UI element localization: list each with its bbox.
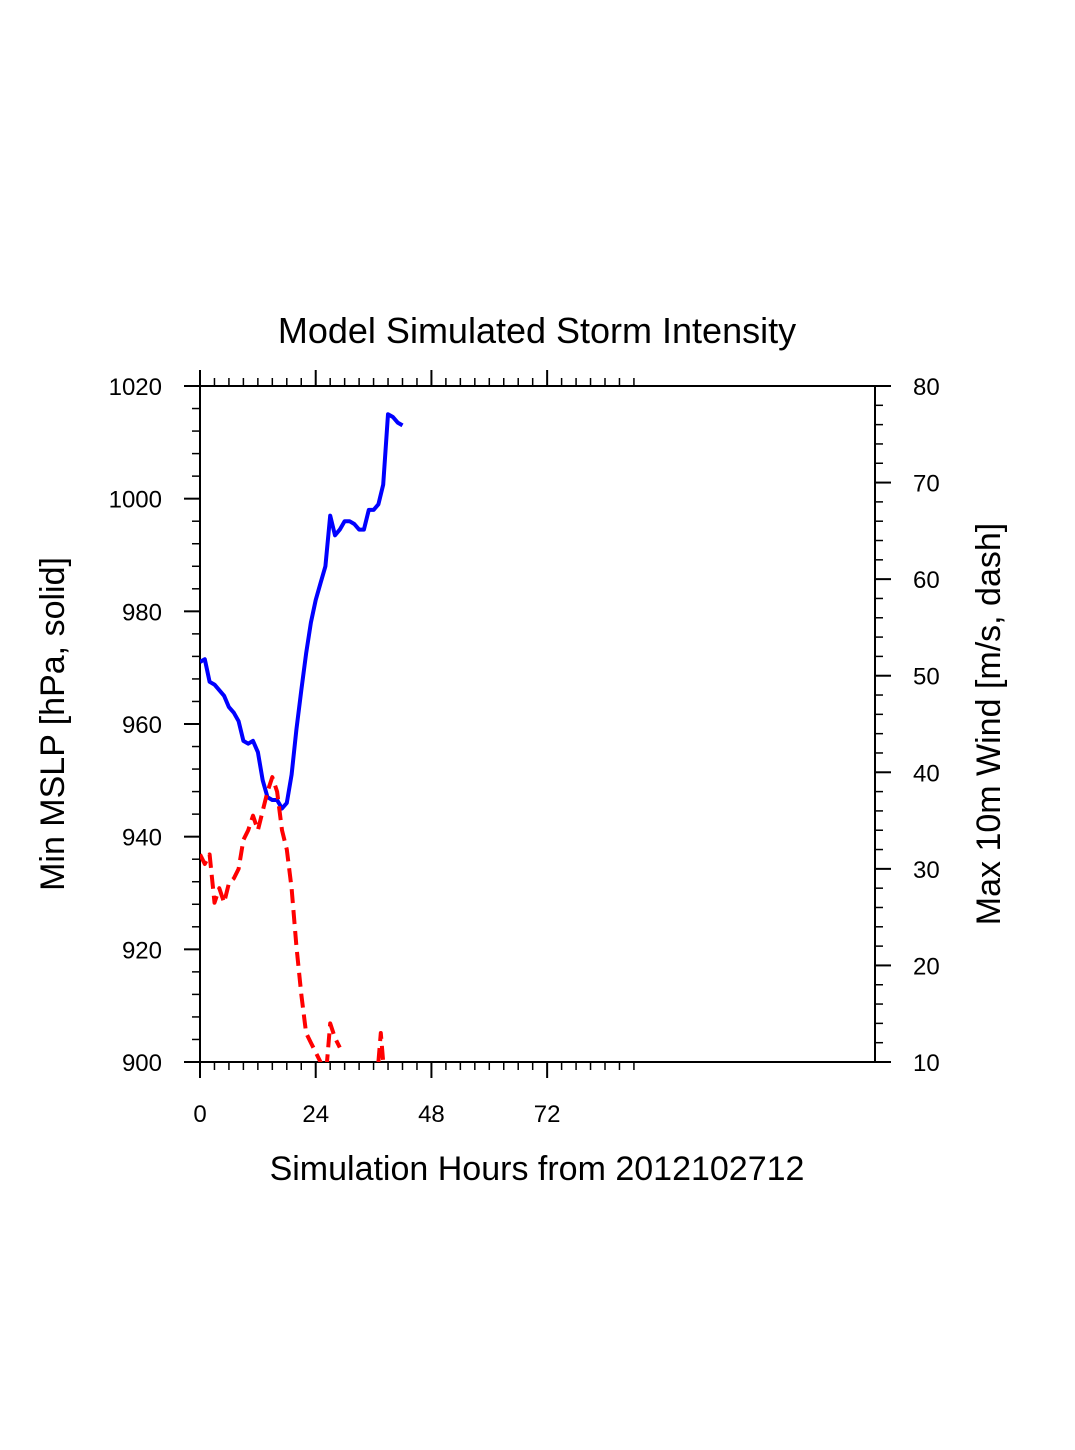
x-tick-label: 48 <box>418 1101 445 1128</box>
x-tick-label: 0 <box>193 1101 206 1128</box>
right-tick-label: 40 <box>913 760 940 787</box>
left-tick-label: 960 <box>122 712 162 739</box>
left-axis-ticks: 900 920 940 960 980 1000 1020 <box>109 374 200 1077</box>
x-tick-label: 24 <box>302 1101 329 1128</box>
left-tick-label: 920 <box>122 937 162 964</box>
left-tick-label: 1000 <box>109 487 162 514</box>
wind-series-line-1 <box>200 775 342 1062</box>
left-tick-label: 1020 <box>109 374 162 401</box>
data-lines <box>200 412 404 1062</box>
right-axis-ticks: 10 20 30 40 50 60 70 80 <box>875 374 940 1077</box>
x-axis-ticks: 0 24 48 72 <box>193 370 635 1128</box>
right-tick-label: 50 <box>913 664 940 691</box>
right-tick-label: 80 <box>913 374 940 401</box>
wind-series-line-2 <box>376 1031 386 1062</box>
left-tick-label: 940 <box>122 825 162 852</box>
plot-frame <box>199 385 876 1063</box>
mslp-series-line <box>200 412 404 811</box>
chart-title: Model Simulated Storm Intensity <box>278 310 796 351</box>
right-tick-label: 70 <box>913 471 940 498</box>
right-tick-label: 20 <box>913 953 940 980</box>
x-tick-label: 72 <box>534 1101 561 1128</box>
left-axis-label: Min MSLP [hPa, solid] <box>34 557 72 891</box>
x-axis-label: Simulation Hours from 2012102712 <box>270 1150 805 1188</box>
right-tick-label: 30 <box>913 857 940 884</box>
right-tick-label: 10 <box>913 1050 940 1077</box>
left-tick-label: 900 <box>122 1050 162 1077</box>
right-tick-label: 60 <box>913 567 940 594</box>
left-tick-label: 980 <box>122 599 162 626</box>
right-axis-label: Max 10m Wind [m/s, dash] <box>970 523 1008 925</box>
